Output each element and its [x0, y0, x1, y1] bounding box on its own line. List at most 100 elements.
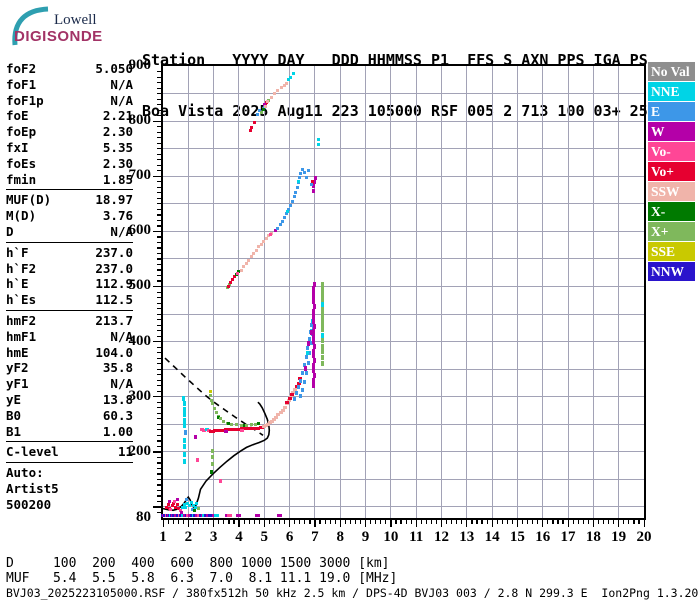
- x-major-tick: [618, 520, 620, 527]
- param-label: foEp: [6, 124, 37, 140]
- param-value: 213.7: [95, 312, 133, 328]
- w-asymptote-column-dot: [303, 365, 307, 371]
- x-minor-tick: [486, 520, 488, 524]
- second-order-trace-dot: [304, 175, 308, 179]
- legend-item-noval: No Val: [648, 62, 695, 81]
- gridline-vertical: [339, 66, 341, 518]
- param-value: N/A: [110, 76, 133, 92]
- second-order-trace-dot: [259, 242, 263, 246]
- w-asymptote-column-dot: [312, 294, 316, 300]
- x-major-tick: [516, 520, 519, 527]
- f-trace-blue-asymptote-dot: [309, 323, 313, 328]
- third-order-trace-dot: [258, 109, 262, 113]
- x-asymptote-column-dot: [321, 343, 325, 349]
- x-axis-label-17: 17: [560, 529, 576, 545]
- gridline-horizontal: [163, 203, 644, 205]
- param-row-fof1p: foF1p N/A: [6, 93, 133, 109]
- x-asymptote-column-dot: [321, 349, 324, 354]
- param-row-fof2: foF2 5.050: [6, 61, 133, 77]
- x-minor-tick: [435, 520, 438, 524]
- second-order-trace-dot: [292, 195, 296, 199]
- green-column-sparse-dot: [218, 479, 222, 484]
- x-minor-tick: [532, 520, 534, 524]
- w-asymptote-column-dot: [312, 368, 316, 374]
- e-region-echoes-dot: [178, 509, 182, 513]
- w-high-dots-dot: [314, 175, 318, 180]
- w-asymptote-column-dot: [312, 291, 316, 297]
- third-order-trace-dot: [265, 100, 269, 104]
- x-minor-tick: [268, 520, 270, 524]
- w-asymptote-column-dot: [312, 281, 316, 287]
- x-mode-descending-branch-dot: [250, 423, 254, 427]
- x-major-tick: [339, 520, 341, 527]
- f-trace-blue-asymptote-dot: [304, 371, 308, 375]
- third-order-trace-dot: [291, 72, 295, 76]
- gridline-horizontal: [163, 148, 644, 150]
- param-row-fmin: fmin 1.85: [6, 172, 133, 188]
- f-trace-blue-asymptote-dot: [293, 396, 297, 401]
- x-axis-label-8: 8: [336, 529, 344, 545]
- noise-band-dot: [213, 514, 219, 518]
- param-label: foF2: [6, 61, 37, 76]
- param-row-foes: foEs 2.30: [6, 156, 133, 172]
- x-minor-tick: [319, 520, 321, 524]
- second-order-trace-dot: [231, 277, 235, 281]
- param-value: 5.35: [102, 139, 133, 155]
- y-major-tick: [153, 341, 161, 343]
- param-divider: [6, 189, 133, 191]
- x-axis-label-13: 13: [459, 529, 475, 545]
- x-asymptote-column-dot: [321, 307, 324, 313]
- param-label: fxI: [6, 139, 29, 155]
- x-axis-label-6: 6: [285, 529, 294, 545]
- x-major-tick: [314, 520, 316, 527]
- x-axis-label-7: 7: [311, 529, 319, 545]
- gridline-vertical: [390, 66, 392, 518]
- param-value: N/A: [110, 223, 133, 239]
- x-minor-tick: [370, 520, 372, 524]
- x-minor-tick: [284, 520, 286, 524]
- e-region-echoes-dot: [185, 498, 188, 502]
- e-region-echoes-dot: [195, 502, 199, 506]
- e-region-echoes-dot: [191, 503, 195, 507]
- f-trace-blue-asymptote-dot: [300, 387, 304, 392]
- second-order-trace-dot: [302, 171, 306, 175]
- third-order-trace-dot: [270, 95, 274, 99]
- x-minor-tick: [501, 520, 503, 524]
- w-asymptote-column-dot: [312, 353, 316, 359]
- e-region-echoes-dot: [174, 505, 178, 509]
- f-trace-flat-dot: [239, 428, 244, 432]
- param-row-he: h`E 112.9: [6, 276, 133, 292]
- w-asymptote-column-dot: [312, 298, 316, 304]
- f-trace-rising-dot: [292, 387, 297, 391]
- gridline-horizontal: [163, 368, 644, 370]
- x-minor-tick: [172, 520, 174, 524]
- f-trace-blue-asymptote-dot: [302, 379, 306, 384]
- x-minor-tick: [324, 520, 326, 524]
- param-label: B0: [6, 407, 22, 423]
- second-order-trace-dot: [247, 258, 251, 262]
- x-asymptote-column-dot: [321, 301, 324, 307]
- x-minor-tick: [380, 520, 382, 524]
- x-asymptote-column-dot: [321, 298, 324, 304]
- x-asymptote-column-dot: [321, 289, 324, 295]
- param-label: yF1: [6, 376, 29, 392]
- f-trace-rising-dot: [268, 421, 273, 425]
- gridline-horizontal: [163, 93, 644, 95]
- w-asymptote-column-dot: [310, 330, 314, 336]
- low-freq-cyan-column-dot: [182, 452, 186, 458]
- x-asymptote-column-dot: [321, 281, 324, 287]
- x-minor-tick: [192, 520, 195, 524]
- w-asymptote-column-dot: [312, 383, 316, 389]
- gridline-vertical: [592, 66, 594, 518]
- e-region-echoes-dot: [193, 506, 197, 509]
- w-asymptote-column-dot: [312, 373, 316, 379]
- param-row-yf2: yF2 35.8: [6, 360, 133, 376]
- noise-band-dot: [236, 514, 242, 518]
- x-minor-tick: [496, 520, 498, 524]
- second-order-trace-dot: [283, 216, 286, 220]
- e-region-echoes-dot: [173, 500, 177, 503]
- third-order-trace-dot: [289, 75, 293, 79]
- param-value: 2.30: [102, 155, 133, 171]
- param-value: 60.3: [102, 407, 133, 423]
